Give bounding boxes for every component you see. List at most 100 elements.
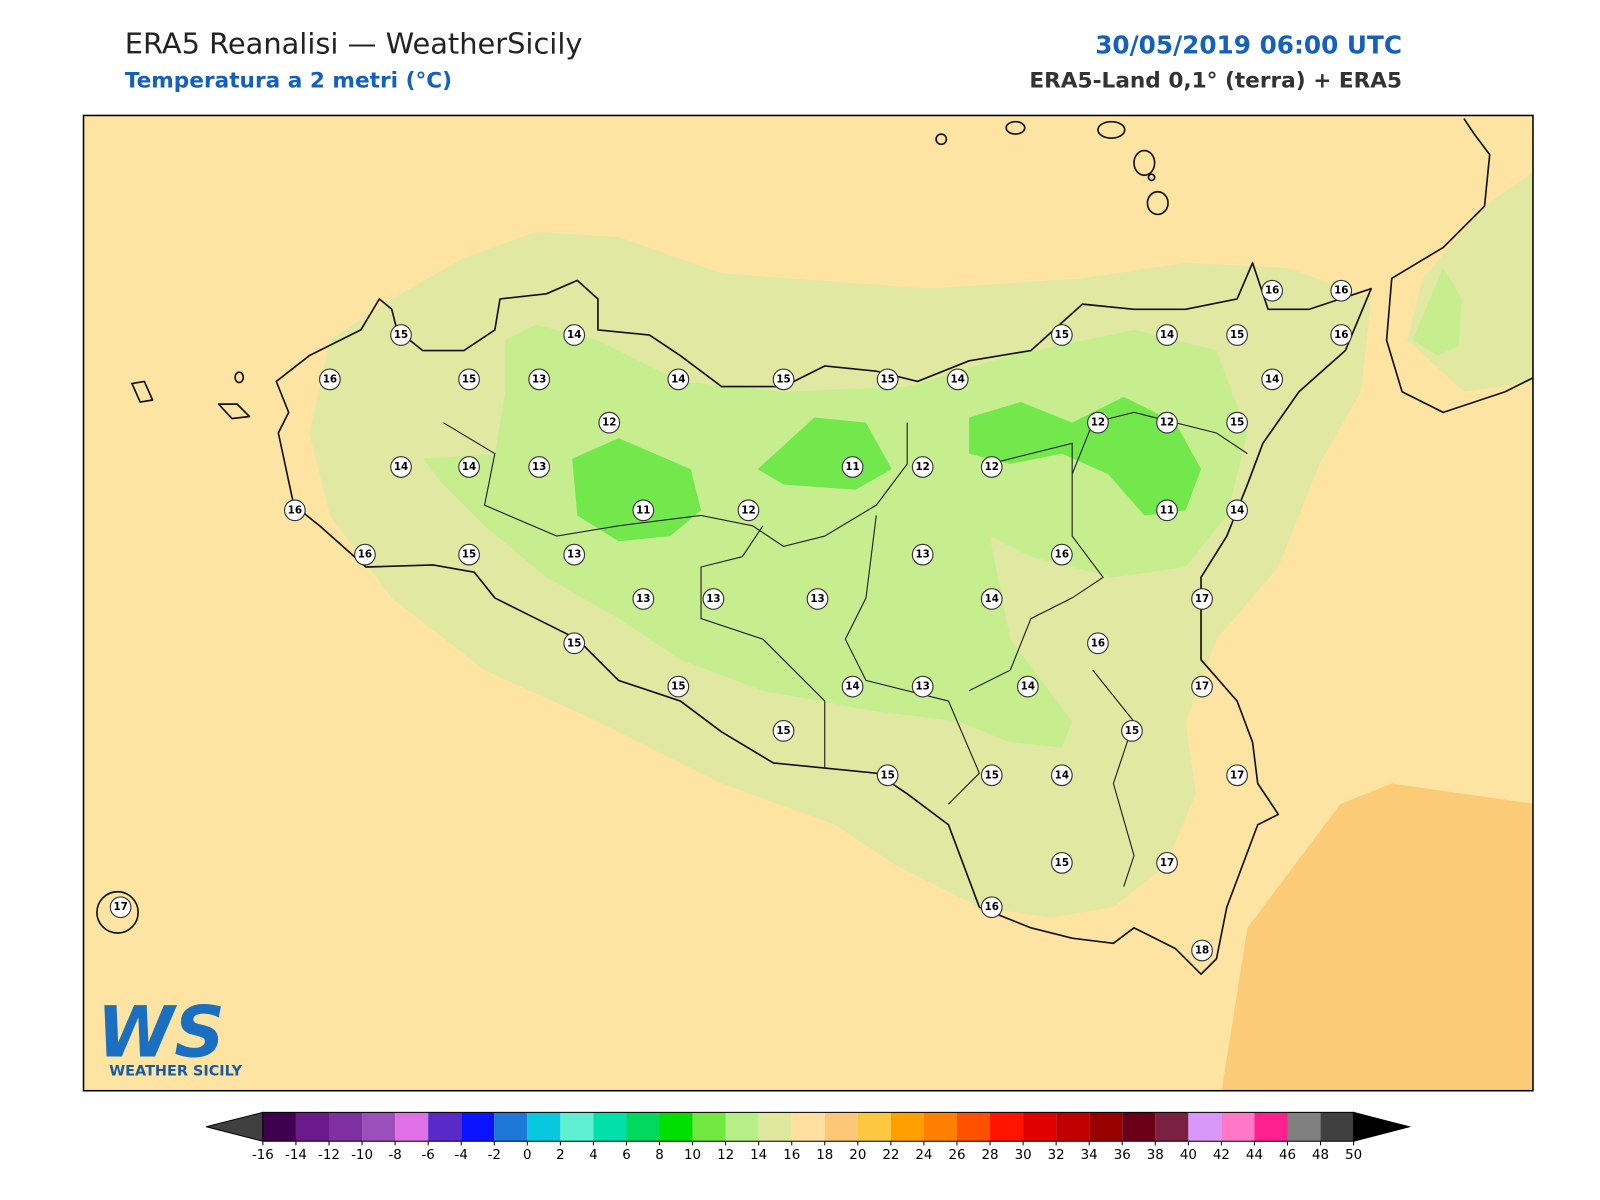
station-value: 15	[1230, 417, 1244, 429]
station-value: 16	[1334, 329, 1348, 341]
station: 15	[458, 368, 480, 391]
colorbar-tick-label: 40	[1180, 1148, 1197, 1163]
station-marker	[390, 324, 412, 346]
station: 15	[1050, 324, 1073, 346]
station: 11	[1156, 499, 1178, 522]
station-marker	[458, 543, 480, 566]
station: 15	[876, 764, 899, 787]
colorbar-segment	[659, 1112, 693, 1142]
station-value: 15	[776, 373, 790, 385]
stations: 15 14 16 15 13 14 15 15 14 15 14 15 16 16 16 14 12 12 12 15…	[109, 279, 1353, 962]
colorbar-segment	[461, 1112, 495, 1142]
station-marker	[1050, 852, 1073, 874]
station: 17	[1191, 675, 1213, 698]
station-marker	[1191, 675, 1213, 698]
station-value: 11	[1160, 504, 1174, 516]
colorbar-segment	[626, 1112, 660, 1142]
station-value: 13	[706, 593, 720, 605]
station-marker	[1191, 939, 1213, 962]
station: 16	[1330, 279, 1353, 302]
station-marker	[702, 588, 725, 610]
station-value: 16	[288, 504, 302, 516]
station-value: 16	[1334, 285, 1348, 297]
station-value: 12	[1091, 417, 1105, 429]
station-marker	[876, 368, 899, 391]
colorbar-segment	[692, 1112, 726, 1142]
station-marker	[1226, 411, 1248, 434]
station-marker	[109, 896, 132, 919]
station-value: 13	[810, 593, 824, 605]
station: 12	[911, 456, 934, 478]
station-value: 11	[845, 461, 859, 473]
station-marker	[563, 324, 586, 346]
colorbar-segment	[1089, 1112, 1123, 1142]
colorbar-tick-label: -12	[318, 1148, 340, 1163]
colorbar-tick-label: 32	[1048, 1148, 1065, 1163]
colorbar-segment	[395, 1112, 429, 1142]
station: 14	[1016, 675, 1039, 698]
station: 12	[598, 411, 621, 434]
station-value: 14	[394, 461, 408, 473]
station-marker	[1050, 543, 1073, 566]
station-marker	[458, 368, 480, 391]
station: 15	[1050, 852, 1073, 874]
station-value: 17	[1160, 857, 1174, 869]
station: 16	[283, 499, 306, 522]
colorbar-tick-label: 8	[655, 1148, 664, 1163]
valid-time: 30/05/2019 06:00 UTC	[1095, 31, 1402, 60]
station: 14	[1050, 764, 1073, 787]
station: 13	[911, 675, 934, 698]
station: 12	[980, 456, 1003, 478]
station: 14	[1156, 324, 1178, 346]
station: 14	[841, 675, 864, 698]
station-marker	[980, 896, 1003, 919]
station: 15	[563, 632, 586, 655]
station-value: 13	[916, 549, 930, 561]
station-value: 14	[845, 681, 859, 693]
station-value: 15	[671, 681, 685, 693]
colorbar-tick-label: 46	[1279, 1148, 1296, 1163]
colorbar-tick-label: 18	[816, 1148, 833, 1163]
station-value: 15	[985, 769, 999, 781]
station-marker	[319, 368, 341, 391]
colorbar-tick-label: 48	[1312, 1148, 1329, 1163]
station-value: 17	[1230, 769, 1244, 781]
station: 14	[1261, 368, 1284, 391]
colorbar-tick-label: 12	[717, 1148, 734, 1163]
colorbar-segment	[593, 1112, 627, 1142]
colorbar-segment	[1320, 1112, 1354, 1142]
subtitle: Temperatura a 2 metri (°C)	[125, 69, 452, 94]
data-source: ERA5-Land 0,1° (terra) + ERA5	[1029, 69, 1402, 94]
station: 14	[980, 588, 1003, 610]
colorbar-segment	[527, 1112, 561, 1142]
station-marker	[632, 588, 655, 610]
station-marker	[946, 368, 969, 391]
station-marker	[1226, 324, 1248, 346]
station-value: 13	[532, 461, 546, 473]
station-marker	[980, 456, 1003, 478]
station-marker	[1156, 499, 1178, 522]
station: 17	[1156, 852, 1178, 874]
colorbar-segment	[328, 1112, 363, 1142]
title: ERA5 Reanalisi — WeatherSicily	[125, 27, 583, 61]
station: 16	[319, 368, 341, 391]
station-marker	[598, 411, 621, 434]
station-marker	[1226, 499, 1248, 522]
colorbar-high-arrow	[1353, 1111, 1412, 1142]
station-marker	[1261, 279, 1284, 302]
colorbar-segment	[494, 1112, 528, 1142]
station-value: 16	[358, 549, 372, 561]
station: 18	[1191, 939, 1213, 962]
colorbar-tick-label: 30	[1015, 1148, 1032, 1163]
station-value: 12	[1160, 417, 1174, 429]
station: 13	[702, 588, 725, 610]
station-marker	[563, 632, 586, 655]
station-marker	[1087, 411, 1109, 434]
station-marker	[911, 675, 934, 698]
station-value: 15	[1125, 725, 1139, 737]
station-value: 12	[741, 504, 755, 516]
station-marker	[1050, 324, 1073, 346]
station-marker	[1050, 764, 1073, 787]
colorbar-tick-label: 26	[948, 1148, 965, 1163]
